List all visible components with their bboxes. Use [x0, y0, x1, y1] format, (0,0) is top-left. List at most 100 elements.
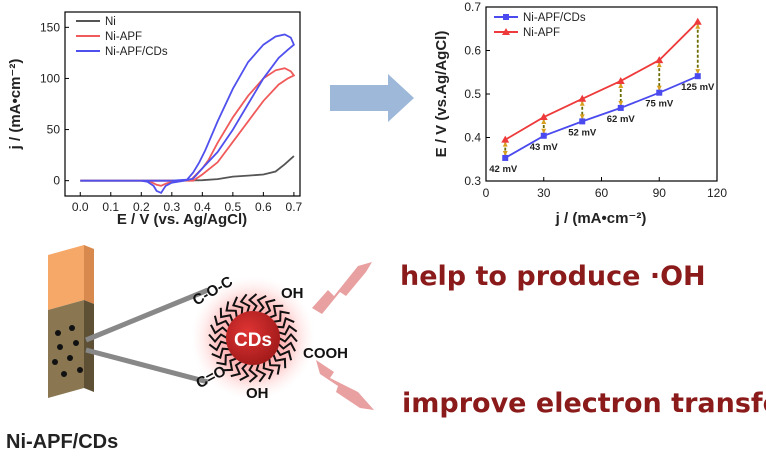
- surface-chain: [248, 363, 259, 383]
- group-cooh: COOH: [303, 345, 348, 362]
- surface-chain: [208, 340, 228, 352]
- electrode-bottom-face: [48, 300, 84, 398]
- potential-y-tick-label: 0.6: [464, 44, 481, 58]
- cds-surface-chains: [208, 293, 298, 383]
- lsv-x-tick-label: 0.3: [163, 200, 180, 214]
- lsv-series-ni-apf: [80, 67, 296, 187]
- potential-series-ni-apf-cds: [504, 75, 699, 159]
- lsv-y-tick-label: 0: [53, 174, 60, 188]
- data-point-square: [540, 132, 547, 139]
- data-point-square: [694, 73, 701, 80]
- surface-chain: [255, 363, 267, 383]
- potential-x-tick-label: 60: [595, 186, 609, 200]
- lsv-x-tick-label: 0.2: [133, 200, 150, 214]
- surface-chain: [276, 317, 295, 329]
- benefit-produce-oh: help to produce ·OH: [400, 261, 706, 292]
- benefit-electron-transfer: improve electron transfer: [402, 388, 766, 419]
- overpotential-annotation: 52 mV: [568, 127, 597, 138]
- electrode-pores: [52, 325, 83, 377]
- data-point-square: [502, 154, 509, 161]
- lsv-x-tick-label: 0.5: [225, 200, 242, 214]
- surface-chain: [262, 361, 274, 380]
- legend-label-apf: Ni-APF: [523, 27, 560, 39]
- lsv-x-tick-label: 0.6: [255, 200, 272, 214]
- surface-chain: [277, 341, 296, 352]
- surface-chain: [263, 298, 276, 316]
- difference-arrowhead-top: [579, 100, 585, 106]
- surface-chain: [216, 353, 233, 366]
- surface-chain: [225, 301, 238, 318]
- potential-series-ni-apf: [504, 21, 699, 141]
- lsv-y-axis-label: j / (mA•cm⁻²): [7, 59, 24, 151]
- cds-label: CDs: [234, 330, 272, 351]
- difference-arrowhead-bottom: [618, 100, 624, 106]
- potential-x-tick-label: 30: [537, 186, 551, 200]
- surface-chain: [273, 310, 290, 323]
- legend-label-ni-apf-cds: Ni-APF/CDs: [105, 46, 168, 58]
- lsv-y-tick-label: 100: [40, 71, 60, 85]
- surface-chain: [275, 348, 293, 361]
- surface-chain: [256, 295, 267, 314]
- difference-arrowhead-top: [656, 62, 662, 68]
- surface-chain: [211, 347, 230, 359]
- difference-arrowhead-top: [618, 82, 624, 88]
- lsv-legend: Ni Ni-APF Ni-APF/CDs: [76, 16, 168, 58]
- overpotential-annotation: 43 mV: [530, 142, 559, 153]
- data-point-triangle: [539, 113, 548, 121]
- lsv-chart: 0.0 0.1 0.2 0.3 0.4 0.5 0.6 0.7 0 50 100 150 Ni Ni-…: [7, 11, 303, 228]
- lsv-plot-frame: [64, 11, 301, 197]
- right-arrow-icon: [330, 74, 414, 122]
- lsv-y-tick-label: 150: [40, 20, 60, 34]
- potential-x-axis-label: j / (mA•cm⁻²): [555, 210, 647, 227]
- surface-chain: [247, 293, 258, 313]
- surface-chain: [278, 324, 298, 336]
- zoom-line-top: [85, 287, 209, 343]
- difference-arrowhead-bottom: [502, 150, 508, 156]
- lsv-x-tick-label: 0.7: [286, 200, 303, 214]
- difference-arrowhead-bottom: [579, 114, 585, 120]
- overpotential-annotation: 125 mV: [681, 82, 715, 93]
- potential-y-tick-label: 0.5: [464, 87, 481, 101]
- surface-chain: [222, 357, 238, 372]
- data-point-square: [617, 104, 624, 111]
- potential-y-tick-label: 0.3: [464, 174, 481, 188]
- data-point-triangle: [501, 135, 510, 143]
- surface-chain: [272, 353, 287, 369]
- surface-chain: [239, 362, 250, 381]
- surface-chain: [268, 358, 281, 375]
- surface-chain: [213, 315, 231, 328]
- legend-label-ni-apf: Ni-APF: [105, 31, 142, 43]
- electrode-bottom-side: [84, 300, 94, 392]
- potential-y-tick-label: 0.7: [464, 0, 481, 14]
- lightning-bolt-icon-top: [312, 262, 372, 314]
- lsv-x-tick-label: 0.0: [72, 200, 89, 214]
- legend-label-cds: Ni-APF/CDs: [523, 12, 586, 24]
- difference-arrowhead-bottom: [695, 69, 701, 75]
- potential-y-axis-label: E / V (vs.Ag/AgCl): [433, 31, 450, 158]
- lsv-y-tick-label: 50: [47, 123, 61, 137]
- data-point-triangle: [616, 76, 625, 84]
- cds-core: [226, 311, 280, 365]
- group-oh-bottom: OH: [246, 385, 269, 402]
- cds-particle: CDs C-O-C OH COOH C=O OH: [190, 273, 348, 402]
- surface-chain: [239, 293, 251, 313]
- difference-arrowhead-bottom: [541, 128, 547, 134]
- transition-arrow: [330, 74, 414, 122]
- difference-arrowhead-top: [502, 141, 508, 147]
- overpotential-annotation: 75 mV: [645, 99, 674, 110]
- lsv-x-tick-label: 0.1: [102, 200, 119, 214]
- benefits: help to produce ·OH improve electron tra…: [312, 261, 766, 419]
- potential-legend: Ni-APF/CDs Ni-APF: [494, 12, 586, 39]
- lightning-bolt-icon-bottom: [316, 360, 374, 410]
- legend-triangle-marker: [502, 28, 510, 35]
- data-point-triangle: [693, 17, 702, 25]
- difference-arrowhead-bottom: [656, 85, 662, 91]
- data-point-triangle: [655, 56, 664, 64]
- electrode-label: Ni-APF/CDs: [6, 431, 118, 453]
- surface-chain: [208, 333, 228, 344]
- electrode-illustration: Ni-APF/CDs: [6, 245, 209, 453]
- electrode-top-face: [48, 245, 84, 310]
- data-point-square: [656, 89, 663, 96]
- group-oh-top: OH: [281, 285, 304, 302]
- potential-chart: 0 30 60 90 120 0.3 0.4 0.5 0.6 0.7 42 mV 43 mV 52 m…: [433, 0, 727, 227]
